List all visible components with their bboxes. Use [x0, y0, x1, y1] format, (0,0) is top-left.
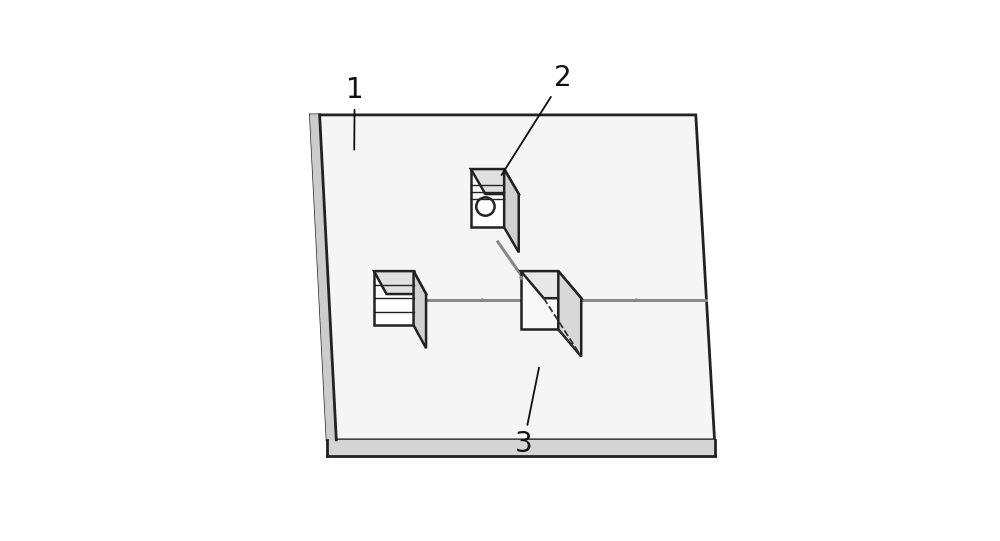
Polygon shape [374, 271, 426, 294]
Polygon shape [471, 169, 519, 194]
Polygon shape [310, 115, 715, 440]
Polygon shape [310, 115, 336, 440]
Text: 1: 1 [346, 76, 363, 150]
Polygon shape [471, 169, 504, 227]
Polygon shape [521, 271, 558, 329]
Text: 3: 3 [515, 367, 539, 458]
Polygon shape [521, 271, 581, 298]
Polygon shape [374, 271, 414, 325]
Text: 2: 2 [501, 64, 572, 175]
Polygon shape [558, 271, 581, 357]
Polygon shape [327, 440, 715, 457]
Polygon shape [504, 169, 519, 252]
Polygon shape [414, 271, 426, 348]
